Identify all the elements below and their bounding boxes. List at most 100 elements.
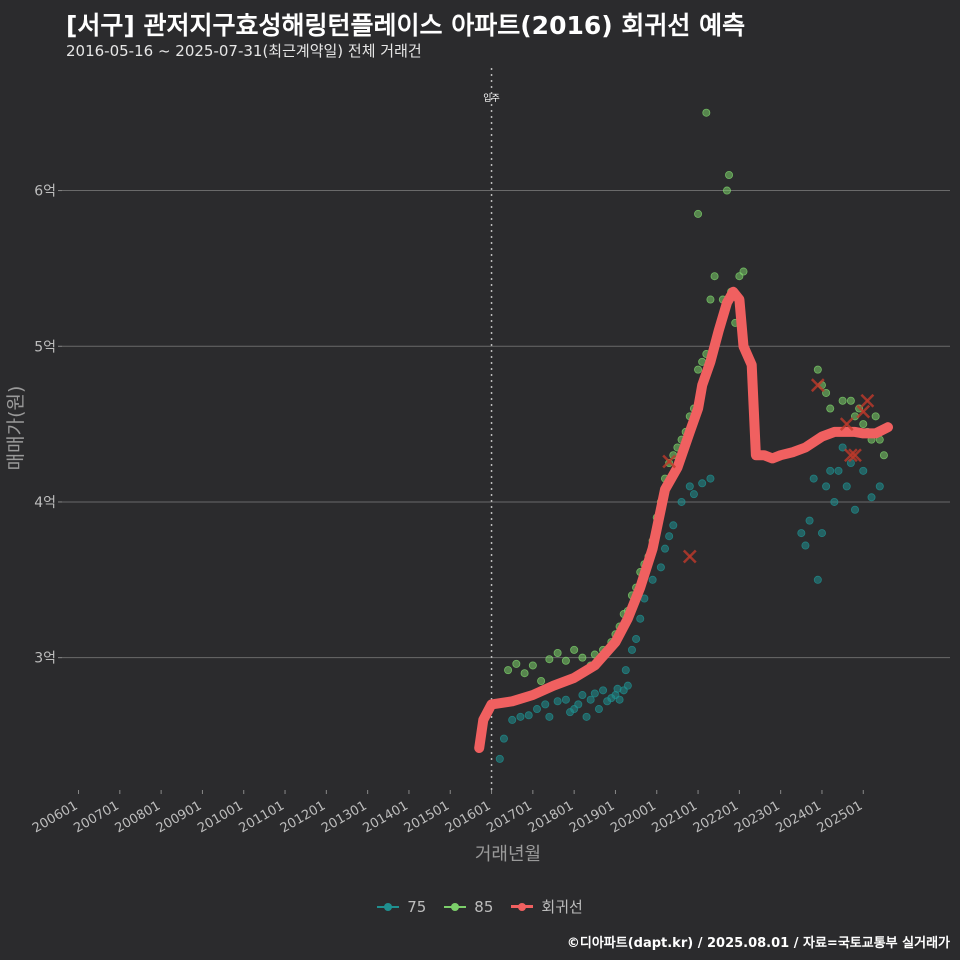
point-85 — [694, 209, 703, 218]
x-tick-label: 201301 — [319, 798, 369, 836]
point-85 — [838, 396, 847, 405]
point-85 — [561, 656, 570, 665]
point-75 — [648, 575, 657, 584]
footer-credit: ©디아파트(dapt.kr) / 2025.08.01 / 자료=국토교통부 실… — [566, 936, 950, 951]
point-75 — [859, 466, 868, 475]
point-75 — [669, 521, 678, 530]
point-75 — [817, 529, 826, 538]
point-85 — [694, 365, 703, 374]
outlier-stroke — [682, 549, 697, 564]
point-75 — [499, 734, 508, 743]
x-tick-label: 200601 — [30, 798, 80, 836]
point-75 — [636, 614, 645, 623]
point-85 — [578, 653, 587, 662]
point-75 — [665, 532, 674, 541]
legend-item-75[interactable]: 75 — [377, 898, 426, 916]
x-tick-label: 200801 — [113, 798, 163, 836]
outlier-stroke — [860, 393, 875, 408]
outlier-mark — [848, 448, 862, 463]
regression-path — [474, 286, 893, 753]
outlier-mark — [843, 448, 858, 463]
point-85 — [822, 388, 831, 397]
point-75 — [867, 493, 876, 502]
point-75 — [623, 681, 632, 690]
point-75 — [553, 697, 562, 706]
x-tick-label: 201701 — [484, 798, 534, 836]
legend: 75 85 회귀선 — [0, 896, 960, 917]
point-75 — [532, 705, 541, 714]
outlier-mark — [860, 393, 875, 408]
y-axis-label: 매매가(원) — [5, 386, 27, 471]
point-75 — [524, 711, 533, 720]
point-75 — [656, 563, 665, 572]
y-tick-label: 5억 — [34, 339, 56, 355]
point-75 — [508, 715, 517, 724]
point-75 — [805, 516, 814, 525]
point-85 — [846, 396, 855, 405]
legend-item-regression[interactable]: 회귀선 — [511, 896, 583, 917]
x-tick-label: 202401 — [773, 798, 823, 836]
point-75 — [541, 700, 550, 709]
point-85 — [710, 272, 719, 281]
point-75 — [875, 482, 884, 491]
x-tick-label: 201401 — [360, 798, 410, 836]
x-tick-label: 201201 — [278, 798, 328, 836]
point-75 — [621, 666, 630, 675]
outlier-marks — [662, 378, 875, 564]
point-75 — [851, 505, 860, 514]
outlier-stroke — [848, 448, 862, 463]
x-axis: 2006012007012008012009012010012011012012… — [30, 790, 865, 836]
point-75 — [834, 466, 843, 475]
x-tick-label: 200701 — [71, 798, 121, 836]
x-tick-label: 200901 — [154, 798, 204, 836]
legend-label-regression: 회귀선 — [541, 898, 583, 916]
x-tick-label: 202501 — [815, 798, 865, 836]
point-85 — [871, 412, 880, 421]
point-85 — [702, 108, 711, 117]
point-85 — [570, 645, 579, 654]
outlier-mark — [839, 417, 854, 431]
legend-key-75 — [377, 900, 400, 914]
y-tick-label: 3억 — [34, 651, 56, 667]
point-85 — [826, 404, 835, 413]
move-in-label: 입주 — [483, 92, 500, 104]
x-tick-label: 202101 — [650, 798, 700, 836]
point-85 — [813, 365, 822, 374]
outlier-mark — [682, 549, 697, 564]
x-tick-label: 201601 — [443, 798, 493, 836]
point-85 — [859, 420, 868, 429]
x-tick-label: 201801 — [526, 798, 576, 836]
point-85 — [553, 648, 562, 657]
point-75 — [495, 754, 504, 763]
point-75 — [586, 695, 595, 704]
point-85 — [520, 669, 529, 678]
move-in-vline: 입주 — [483, 68, 500, 790]
point-75 — [661, 544, 670, 553]
point-75 — [627, 645, 636, 654]
chart-subtitle: 2016-05-16 ~ 2025-07-31(최근계약일) 전체 거래건 — [66, 42, 422, 60]
x-tick-label: 202201 — [691, 798, 741, 836]
outlier-mark — [856, 404, 871, 419]
point-75 — [574, 700, 583, 709]
point-75 — [842, 482, 851, 491]
y-tick-label: 6억 — [34, 184, 56, 200]
point-75 — [685, 482, 694, 491]
x-axis-label: 거래년월 — [475, 844, 541, 865]
point-75 — [698, 479, 707, 488]
legend-label-85: 85 — [474, 897, 494, 916]
point-75 — [801, 541, 810, 550]
outlier-stroke — [839, 417, 854, 431]
point-75 — [561, 695, 570, 704]
legend-item-85[interactable]: 85 — [444, 898, 493, 916]
x-tick-label: 201501 — [402, 798, 452, 836]
regression-line — [474, 286, 893, 753]
point-75 — [632, 634, 641, 643]
point-75 — [590, 689, 599, 698]
point-85 — [879, 451, 888, 460]
legend-key-85 — [444, 900, 467, 914]
point-85 — [722, 186, 731, 195]
point-75 — [830, 497, 839, 506]
point-75 — [689, 490, 698, 499]
point-85 — [545, 655, 554, 664]
